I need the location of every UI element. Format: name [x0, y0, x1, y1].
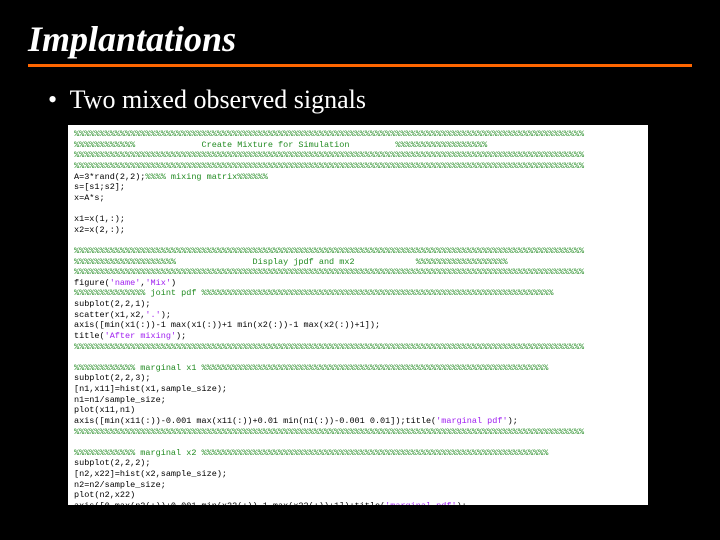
bullet-item: Two mixed observed signals [48, 85, 692, 115]
code-block: %%%%%%%%%%%%%%%%%%%%%%%%%%%%%%%%%%%%%%%%… [68, 125, 648, 505]
slide-container: Implantations Two mixed observed signals… [0, 0, 720, 523]
slide-title: Implantations [28, 18, 692, 67]
